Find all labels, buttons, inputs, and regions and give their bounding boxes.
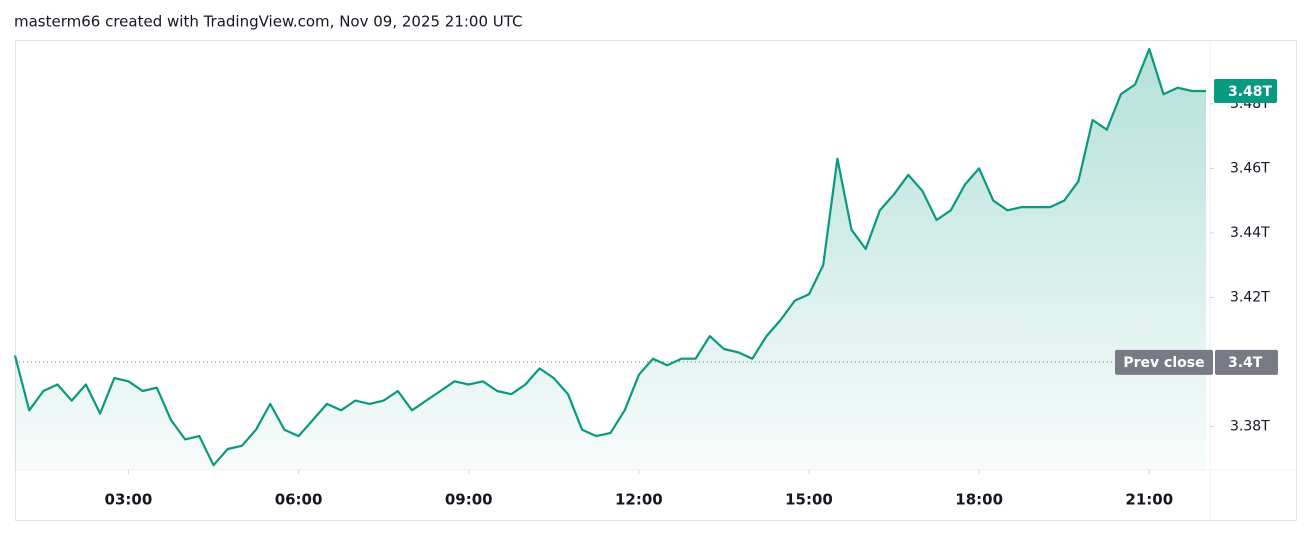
x-tick-label: 15:00 (785, 491, 833, 509)
x-tick-label: 09:00 (445, 491, 493, 509)
last-value-label: 3.48T (1228, 84, 1273, 100)
x-tick-label: 06:00 (275, 491, 323, 509)
y-tick-label: 3.44T (1230, 225, 1270, 241)
y-tick-label: 3.42T (1230, 289, 1270, 305)
chart-title: masterm66 created with TradingView.com, … (14, 13, 523, 31)
prev-close-name: Prev close (1123, 355, 1204, 371)
price-line (13, 47, 1206, 467)
prev-close-value: 3.4T (1228, 355, 1263, 371)
x-tick-label: 21:00 (1125, 491, 1173, 509)
y-tick-label: 3.46T (1230, 160, 1270, 176)
x-tick-label: 12:00 (615, 491, 663, 509)
last-value-badge (1214, 78, 1277, 103)
x-tick-label: 03:00 (105, 491, 153, 509)
x-tick-label: 18:00 (955, 491, 1003, 509)
area-fill (15, 49, 1206, 470)
y-tick-label: 3.38T (1230, 418, 1270, 434)
panel-border (15, 40, 1297, 521)
prev-close-badge (1115, 349, 1213, 375)
prev-close-value-badge (1215, 349, 1278, 375)
